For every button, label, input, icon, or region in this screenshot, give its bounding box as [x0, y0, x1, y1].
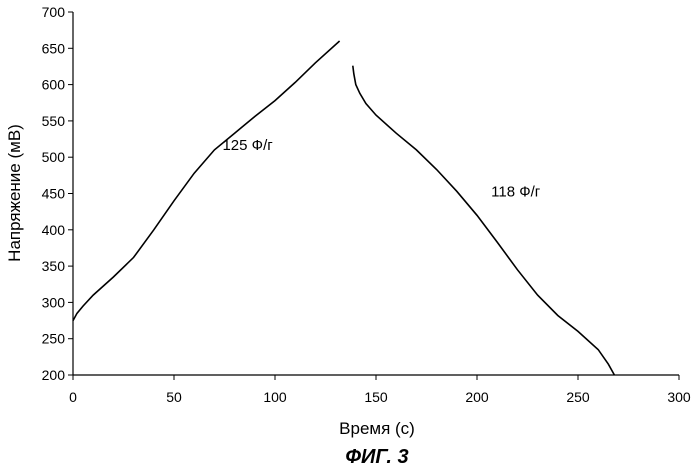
series-annotation: 125 Ф/г [222, 137, 273, 154]
annotations: 125 Ф/г 118 Ф/г [222, 137, 540, 200]
y-tick-label: 250 [42, 331, 66, 347]
figure-caption: ФИГ. 3 [345, 446, 408, 468]
series-layer [73, 41, 614, 375]
x-tick-label: 200 [465, 389, 489, 405]
x-tick-label: 250 [566, 389, 590, 405]
series-annotation: 118 Ф/г [491, 183, 541, 200]
x-tick-label: 150 [364, 389, 388, 405]
series-line-charge [73, 41, 340, 321]
x-tick-label: 0 [69, 389, 77, 405]
axes [73, 12, 679, 375]
x-tick-label: 50 [166, 389, 182, 405]
y-tick-label: 350 [42, 258, 66, 274]
y-tick-label: 550 [42, 113, 66, 129]
y-tick-label: 450 [42, 186, 66, 202]
series-line-discharge [353, 66, 615, 375]
y-tick-label: 700 [42, 4, 66, 20]
y-tick-label: 600 [42, 77, 66, 93]
y-tick-label: 300 [42, 294, 66, 310]
x-tick-label: 100 [263, 389, 287, 405]
y-tick-label: 200 [42, 367, 66, 383]
y-axis-label: Напряжение (мВ) [5, 124, 24, 262]
y-tick-label: 400 [42, 222, 66, 238]
x-tick-label: 300 [667, 389, 691, 405]
x-axis-label: Время (с) [339, 419, 415, 438]
y-tick-label: 500 [42, 149, 66, 165]
y-tick-label: 650 [42, 40, 66, 56]
